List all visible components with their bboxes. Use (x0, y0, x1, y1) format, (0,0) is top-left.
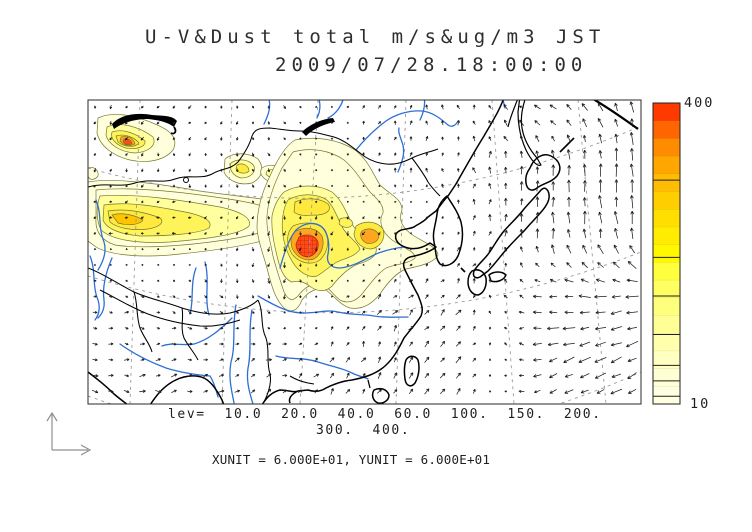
wind-vector-layer (91, 101, 639, 395)
colorbar-min-label: 10 (690, 396, 711, 412)
map-frame (87, 99, 642, 405)
page-title: U-V&Dust total m/s&ug/m3 JST (145, 26, 606, 48)
reference-arrows (46, 411, 92, 456)
coastline-layer (88, 100, 639, 404)
lake-baikal (302, 118, 335, 136)
dust-contour-fills (88, 114, 439, 312)
colorbar (652, 102, 681, 405)
lake-issyk-kul (183, 177, 189, 183)
colorbar-max-label: 400 (684, 95, 715, 111)
lake-balkhash (112, 113, 177, 129)
date-label: 2009/07/28.18:00:00 (275, 54, 588, 76)
levels-caption: lev= 10.0 20.0 40.0 60.0 100. 150. 200. (168, 407, 602, 422)
levels-caption-2: 300. 400. (316, 423, 411, 438)
units-caption: XUNIT = 6.000E+01, YUNIT = 6.000E+01 (212, 452, 491, 467)
